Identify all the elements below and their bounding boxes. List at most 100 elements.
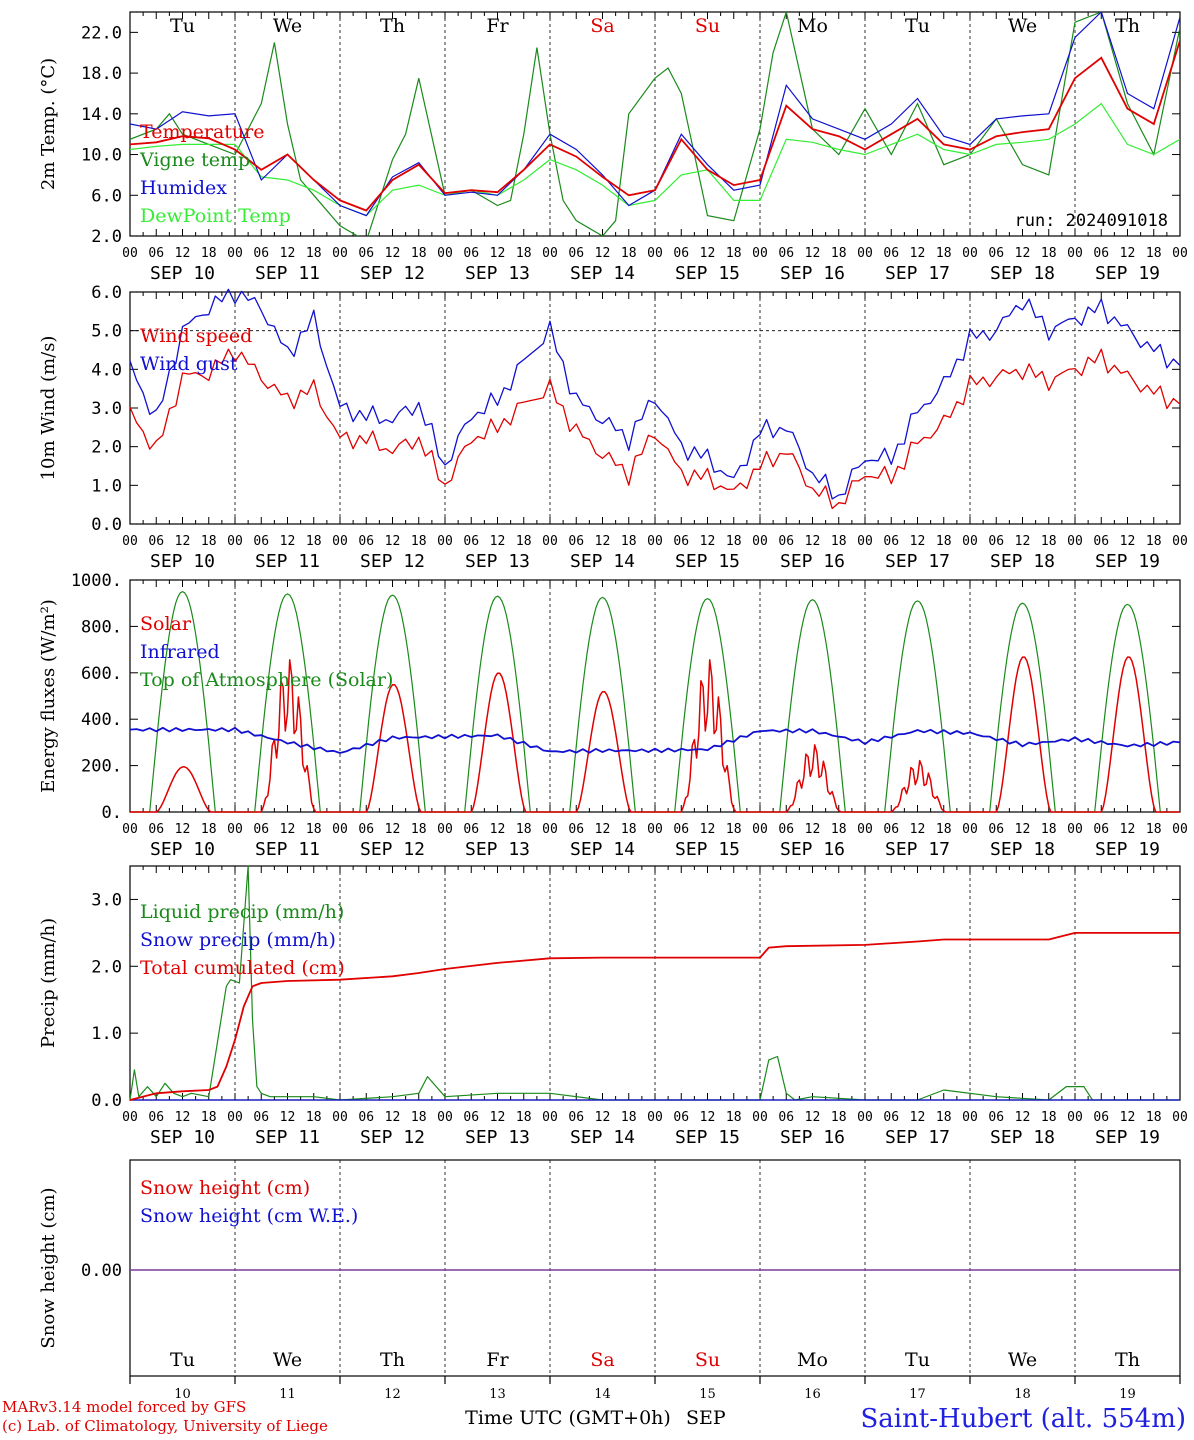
date-label: SEP 18	[990, 263, 1055, 284]
date-label: SEP 13	[465, 551, 530, 572]
station-name: Saint-Hubert (alt. 554m)	[860, 1404, 1186, 1434]
date-label: SEP 14	[570, 839, 635, 860]
hour-tick-label: 06	[778, 1110, 794, 1125]
hour-tick-label: 18	[831, 822, 847, 837]
hour-tick-label: 18	[1146, 822, 1162, 837]
date-label: SEP 13	[465, 1127, 530, 1148]
series-line-wind-gust	[129, 288, 1181, 500]
series-line-temperature	[130, 40, 1180, 212]
hour-tick-label: 06	[253, 822, 269, 837]
hour-tick-label: 00	[122, 246, 138, 261]
hour-tick-label: 00	[227, 822, 243, 837]
hour-tick-label: 12	[385, 822, 401, 837]
hour-tick-label: 12	[700, 1110, 716, 1125]
hour-tick-label: 00	[332, 534, 348, 549]
hour-tick-label: 06	[463, 1110, 479, 1125]
day-name-bottom: Mo	[797, 1349, 828, 1371]
y-axis-label-1: 2m Temp. (°C)	[38, 58, 59, 190]
hour-tick-label: 18	[306, 246, 322, 261]
day-name-top: Mo	[797, 15, 828, 37]
y-tick-label: 1000.	[71, 571, 122, 591]
y-tick-label: 10.0	[81, 146, 122, 166]
hour-tick-label: 06	[988, 1110, 1004, 1125]
hour-tick-label: 00	[752, 534, 768, 549]
date-label: SEP 18	[990, 839, 1055, 860]
series-line-wind-speed	[129, 348, 1181, 510]
hour-tick-label: 12	[910, 534, 926, 549]
hour-tick-label: 06	[358, 822, 374, 837]
legend-wind-speed: Wind speed	[140, 325, 252, 347]
hour-tick-label: 18	[516, 1110, 532, 1125]
hour-tick-label: 18	[306, 1110, 322, 1125]
day-number: 14	[594, 1387, 611, 1402]
date-label: SEP 10	[150, 263, 215, 284]
hour-tick-label: 00	[962, 822, 978, 837]
date-label: SEP 15	[675, 1127, 740, 1148]
temperature-lines	[130, 12, 1180, 236]
day-number: 13	[489, 1387, 506, 1402]
hour-tick-label: 06	[778, 246, 794, 261]
hour-tick-label: 18	[201, 246, 217, 261]
hour-tick-label: 06	[568, 246, 584, 261]
hour-tick-label: 06	[1093, 822, 1109, 837]
hour-tick-label: 00	[437, 822, 453, 837]
hour-tick-label: 06	[673, 246, 689, 261]
legend-vigne-temp: Vigne temp	[139, 149, 250, 171]
date-label: SEP 11	[255, 839, 320, 860]
y-tick-label: 2.0	[91, 227, 122, 247]
hour-tick-label: 18	[1146, 246, 1162, 261]
hour-tick-label: 00	[542, 534, 558, 549]
hour-tick-label: 06	[883, 822, 899, 837]
day-number: 19	[1119, 1387, 1136, 1402]
hour-tick-label: 18	[201, 822, 217, 837]
hour-tick-label: 00	[1172, 534, 1188, 549]
series-line-liquid-precip-mm-h-	[129, 865, 1180, 1101]
hour-tick-label: 12	[490, 246, 506, 261]
hour-tick-label: 00	[332, 246, 348, 261]
hour-tick-label: 12	[175, 1110, 191, 1125]
hour-tick-label: 06	[883, 1110, 899, 1125]
y-tick-label: 6.0	[91, 283, 122, 303]
date-label: SEP 14	[570, 1127, 635, 1148]
y-axis-label-4: Precip (mm/h)	[38, 918, 59, 1048]
y-tick-label: 22.0	[81, 23, 122, 43]
hour-tick-label: 18	[1041, 822, 1057, 837]
hour-tick-label: 18	[936, 246, 952, 261]
hour-tick-label: 00	[647, 246, 663, 261]
date-label: SEP 17	[885, 839, 950, 860]
date-label: SEP 11	[255, 263, 320, 284]
hour-tick-label: 06	[463, 822, 479, 837]
hour-tick-label: 12	[1120, 246, 1136, 261]
y-tick-label: 1.0	[91, 1024, 122, 1044]
date-label: SEP 17	[885, 551, 950, 572]
hour-tick-label: 12	[595, 1110, 611, 1125]
hour-tick-label: 06	[1093, 1110, 1109, 1125]
hour-tick-label: 12	[175, 246, 191, 261]
day-name-top: Su	[695, 15, 720, 37]
hour-tick-label: 00	[857, 246, 873, 261]
date-label: SEP 13	[465, 263, 530, 284]
hour-tick-label: 00	[227, 1110, 243, 1125]
day-name-bottom: Th	[1115, 1349, 1140, 1371]
date-label: SEP 17	[885, 1127, 950, 1148]
y-tick-label: 2.0	[91, 957, 122, 977]
date-label: SEP 15	[675, 263, 740, 284]
date-label: SEP 11	[255, 551, 320, 572]
date-label: SEP 10	[150, 1127, 215, 1148]
hour-tick-label: 12	[805, 246, 821, 261]
hour-tick-label: 18	[936, 822, 952, 837]
hour-tick-label: 18	[411, 822, 427, 837]
credit-line-1: MARv3.14 model forced by GFS	[2, 1398, 247, 1416]
hour-tick-label: 18	[621, 534, 637, 549]
hour-tick-label: 18	[726, 534, 742, 549]
legend-dewpoint-temp: DewPoint Temp	[140, 205, 291, 227]
hour-tick-label: 06	[568, 534, 584, 549]
hour-tick-label: 12	[280, 822, 296, 837]
hour-tick-label: 18	[1146, 534, 1162, 549]
y-tick-label: 0.00	[81, 1261, 122, 1281]
day-name-top: Fr	[486, 15, 509, 37]
date-label: SEP 10	[150, 839, 215, 860]
hour-tick-label: 12	[385, 1110, 401, 1125]
hour-tick-label: 12	[385, 246, 401, 261]
hour-tick-label: 18	[726, 822, 742, 837]
